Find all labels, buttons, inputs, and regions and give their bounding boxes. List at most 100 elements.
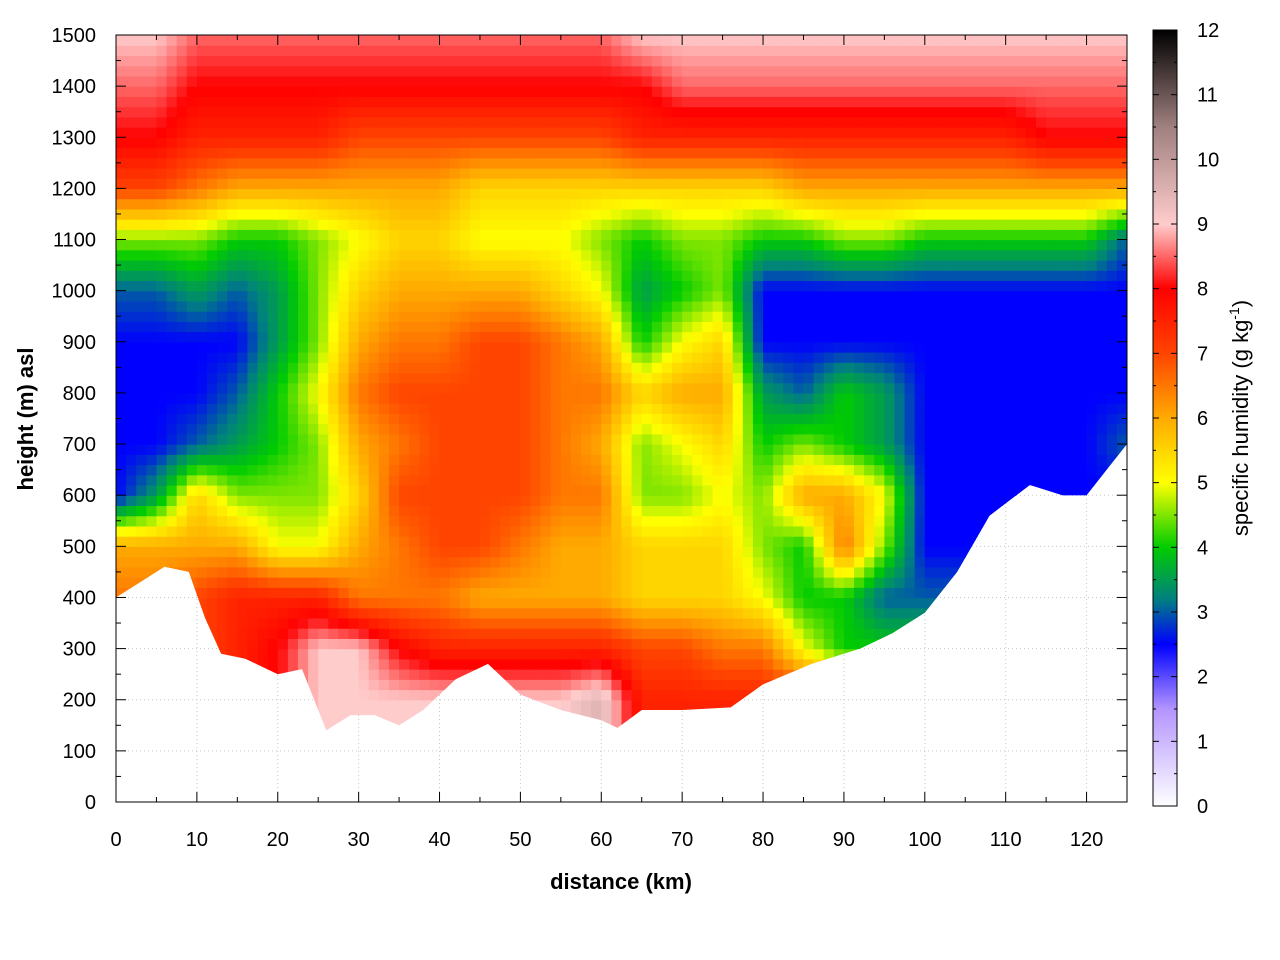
humidity-cell: [641, 484, 653, 496]
humidity-cell: [277, 239, 289, 251]
humidity-cell: [651, 382, 663, 394]
humidity-cell: [196, 372, 208, 384]
humidity-cell: [399, 454, 410, 466]
humidity-cell: [722, 423, 734, 435]
humidity-cell: [722, 331, 734, 343]
humidity-cell: [277, 556, 289, 568]
humidity-cell: [965, 372, 976, 384]
humidity-cell: [955, 280, 966, 292]
humidity-cell: [267, 331, 279, 343]
humidity-cell: [530, 321, 542, 333]
humidity-cell: [318, 577, 329, 588]
humidity-cell: [520, 679, 532, 691]
humidity-cell: [914, 372, 926, 384]
humidity-cell: [965, 454, 976, 466]
humidity-cell: [924, 321, 936, 333]
humidity-cell: [227, 249, 238, 261]
humidity-cell: [651, 392, 663, 404]
humidity-cell: [186, 311, 198, 322]
humidity-cell: [368, 679, 380, 691]
humidity-cell: [763, 505, 774, 517]
humidity-cell: [651, 536, 663, 547]
humidity-cell: [419, 587, 431, 599]
humidity-cell: [955, 495, 966, 507]
humidity-cell: [560, 689, 572, 701]
humidity-cell: [136, 362, 147, 374]
humidity-cell: [388, 484, 400, 496]
humidity-cell: [641, 525, 653, 537]
humidity-cell: [823, 525, 835, 537]
humidity-cell: [1086, 321, 1098, 333]
humidity-cell: [540, 577, 552, 588]
humidity-cell: [955, 423, 966, 435]
humidity-cell: [136, 321, 147, 333]
humidity-cell: [378, 352, 390, 363]
humidity-cell: [813, 566, 825, 578]
humidity-cell: [186, 372, 198, 384]
humidity-cell: [530, 566, 542, 578]
humidity-cell: [126, 495, 137, 507]
humidity-cell: [570, 617, 582, 629]
humidity-cell: [348, 464, 360, 476]
humidity-cell: [186, 290, 198, 302]
humidity-cell: [338, 546, 350, 558]
humidity-cell: [752, 536, 764, 547]
humidity-cell: [166, 341, 178, 353]
humidity-cell: [722, 249, 734, 261]
humidity-cell: [874, 556, 885, 568]
humidity-cell: [1036, 444, 1047, 455]
humidity-cell: [429, 648, 441, 660]
humidity-cell: [338, 454, 350, 466]
humidity-cell: [277, 423, 289, 435]
humidity-cell: [378, 638, 390, 650]
humidity-cell: [965, 423, 976, 435]
humidity-cell: [429, 321, 441, 333]
humidity-cell: [318, 536, 329, 547]
humidity-cell: [348, 617, 360, 629]
humidity-cell: [1015, 341, 1027, 353]
humidity-cell: [297, 474, 309, 486]
humidity-cell: [388, 669, 400, 680]
humidity-cell: [520, 577, 532, 588]
humidity-cell: [237, 536, 249, 547]
humidity-cell: [884, 566, 896, 578]
humidity-cell: [631, 699, 643, 711]
humidity-cell: [328, 587, 340, 599]
humidity-cell: [631, 331, 643, 343]
humidity-cell: [318, 321, 329, 333]
humidity-cell: [449, 259, 461, 271]
humidity-cell: [399, 423, 410, 435]
humidity-cell: [651, 433, 663, 445]
humidity-cell: [530, 669, 542, 680]
humidity-cell: [722, 403, 734, 414]
humidity-cell: [722, 525, 734, 537]
humidity-cell: [661, 628, 673, 639]
humidity-cell: [217, 577, 228, 588]
humidity-cell: [570, 372, 582, 384]
humidity-cell: [358, 617, 370, 629]
humidity-cell: [823, 484, 835, 496]
humidity-cell: [722, 505, 734, 517]
humidity-cell: [631, 505, 643, 517]
humidity-cell: [752, 270, 764, 282]
humidity-cell: [338, 484, 350, 496]
humidity-cell: [611, 658, 623, 670]
humidity-cell: [378, 546, 390, 558]
humidity-cell: [560, 617, 572, 629]
humidity-cell: [611, 669, 623, 680]
humidity-cell: [1106, 444, 1118, 455]
humidity-cell: [1066, 311, 1078, 322]
humidity-cell: [651, 413, 663, 425]
humidity-cell: [924, 300, 936, 312]
humidity-cell: [196, 392, 208, 404]
humidity-cell: [186, 331, 198, 343]
humidity-cell: [965, 464, 976, 476]
humidity-cell: [843, 290, 855, 302]
humidity-cell: [156, 259, 168, 271]
humidity-cell: [166, 392, 178, 404]
humidity-cell: [783, 423, 794, 435]
humidity-cell: [459, 525, 471, 537]
humidity-cell: [297, 587, 309, 599]
humidity-cell: [459, 249, 471, 261]
humidity-cell: [570, 259, 582, 271]
